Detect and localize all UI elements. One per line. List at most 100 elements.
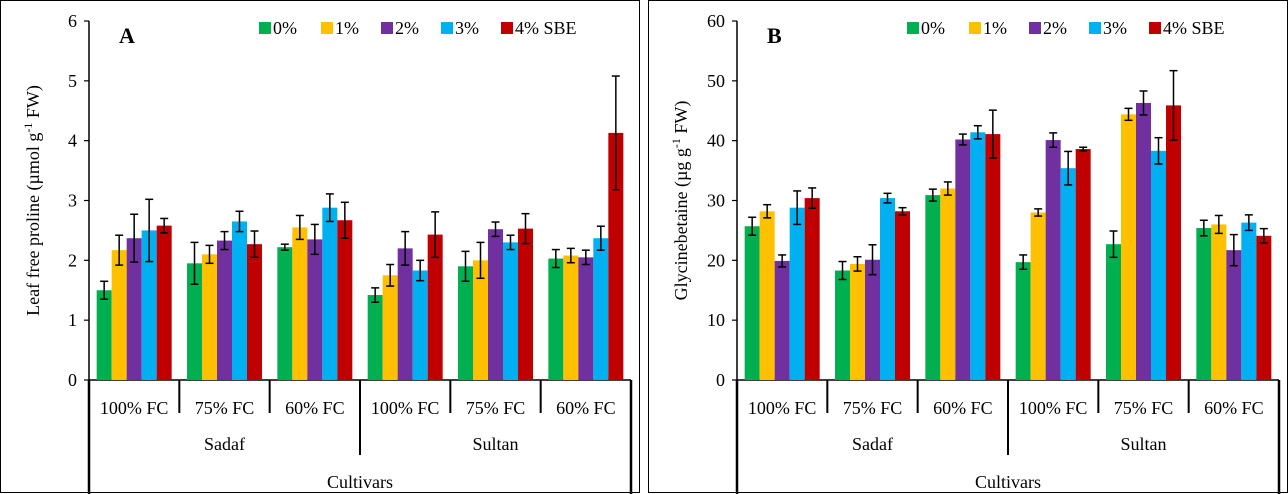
bar xyxy=(232,221,247,380)
bar xyxy=(1196,228,1212,380)
legend-swatch xyxy=(1089,22,1101,34)
bar xyxy=(382,275,398,380)
bar xyxy=(518,228,533,380)
y-axis-title: Leaf free proline (µmol g-1 FW) xyxy=(21,85,44,316)
y-tick-label: 0 xyxy=(716,370,725,390)
bar xyxy=(759,211,775,380)
bar xyxy=(1045,140,1061,380)
bar xyxy=(1060,168,1076,380)
x-group-label: Sultan xyxy=(472,434,518,454)
bar xyxy=(458,266,473,380)
chart-b-svg: 0 10 20 30 40 50 60 Glycinebetaine (µg g-1 FW) 1… xyxy=(669,11,1281,494)
bar xyxy=(608,132,624,380)
bar xyxy=(593,238,609,380)
bar xyxy=(789,207,805,380)
y-axis-title: Glycinebetaine (µg g-1 FW) xyxy=(669,101,692,301)
bar xyxy=(1015,262,1031,380)
x-tick-label: 60% FC xyxy=(285,398,345,418)
legend-label: 0% xyxy=(273,18,297,38)
x-group-label: Sadaf xyxy=(204,434,245,454)
x-axis-title: Cultivars xyxy=(327,472,393,492)
bar xyxy=(126,238,142,380)
y-tick-label: 30 xyxy=(707,191,725,211)
y-tick-label: 5 xyxy=(68,71,77,91)
x-group-label: Sultan xyxy=(1120,434,1166,454)
bar xyxy=(548,258,564,380)
bar xyxy=(835,270,850,380)
legend-swatch xyxy=(1149,22,1161,34)
bar xyxy=(397,248,413,380)
legend-swatch xyxy=(321,22,333,34)
bar xyxy=(925,195,941,380)
bar xyxy=(412,270,428,380)
chart-panel-b: 0 10 20 30 40 50 60 Glycinebetaine (µg g-1 FW) 1… xyxy=(648,0,1288,494)
bar xyxy=(1256,235,1272,380)
x-tick-label: 60% FC xyxy=(933,398,993,418)
legend-label: 2% xyxy=(395,18,419,38)
legend-swatch xyxy=(907,22,919,34)
y-tick-label: 3 xyxy=(68,191,77,211)
bar xyxy=(1136,102,1151,380)
bar xyxy=(563,255,579,380)
x-tick-label: 100% FC xyxy=(748,398,817,418)
bar xyxy=(367,295,383,380)
x-group-label: Sadaf xyxy=(852,434,893,454)
x-tick-label: 100% FC xyxy=(371,398,440,418)
y-tick-label: 2 xyxy=(68,250,77,270)
bar xyxy=(1241,222,1257,380)
y-tick-label: 50 xyxy=(707,71,725,91)
x-tick-label: 75% FC xyxy=(195,398,255,418)
chart-panel-a: 0 1 2 3 4 5 6 Leaf free proline (µmol g-1 FW) 10… xyxy=(0,0,640,494)
legend-label: 4% SBE xyxy=(1163,18,1225,38)
x-axis-title: Cultivars xyxy=(975,472,1041,492)
legend-label: 2% xyxy=(1043,18,1067,38)
bar xyxy=(488,229,503,380)
bar xyxy=(1226,250,1242,380)
legend-swatch xyxy=(259,22,271,34)
bar xyxy=(955,139,971,380)
bar xyxy=(247,244,262,380)
legend-label: 1% xyxy=(335,18,359,38)
legend-label: 3% xyxy=(455,18,479,38)
bar xyxy=(1166,105,1181,381)
y-tick-label: 60 xyxy=(707,11,725,31)
y-tick-label: 1 xyxy=(68,310,77,330)
bar xyxy=(1075,149,1091,380)
bar xyxy=(96,290,112,380)
bar xyxy=(337,220,353,380)
bar xyxy=(292,227,308,380)
bar xyxy=(217,240,232,380)
bar xyxy=(307,239,323,380)
bar xyxy=(1151,150,1166,380)
y-tick-label: 10 xyxy=(707,310,725,330)
bar xyxy=(578,257,594,380)
x-tick-label: 100% FC xyxy=(100,398,169,418)
y-tick-label: 0 xyxy=(68,370,77,390)
x-tick-label: 100% FC xyxy=(1019,398,1088,418)
bar xyxy=(895,211,910,380)
bar xyxy=(985,134,1001,380)
bar xyxy=(940,188,956,380)
legend-label: 1% xyxy=(983,18,1007,38)
panel-label: B xyxy=(767,23,782,48)
legend-label: 4% SBE xyxy=(515,18,577,38)
chart-a-svg: 0 1 2 3 4 5 6 Leaf free proline (µmol g-1 FW) 10… xyxy=(21,11,633,494)
y-tick-label: 40 xyxy=(707,131,725,151)
bar xyxy=(774,260,790,380)
legend-swatch xyxy=(969,22,981,34)
bar xyxy=(427,234,443,380)
bar xyxy=(1030,212,1046,380)
bar xyxy=(970,132,986,380)
bar xyxy=(1121,114,1136,380)
x-tick-label: 60% FC xyxy=(556,398,616,418)
panel-label: A xyxy=(119,23,135,48)
bar xyxy=(156,225,172,380)
bar xyxy=(111,250,127,380)
bar xyxy=(865,259,880,380)
x-tick-label: 75% FC xyxy=(1114,398,1174,418)
bar xyxy=(1211,224,1227,380)
legend-swatch xyxy=(381,22,393,34)
bar xyxy=(503,242,518,380)
bar xyxy=(187,263,202,380)
y-tick-label: 4 xyxy=(68,131,77,151)
